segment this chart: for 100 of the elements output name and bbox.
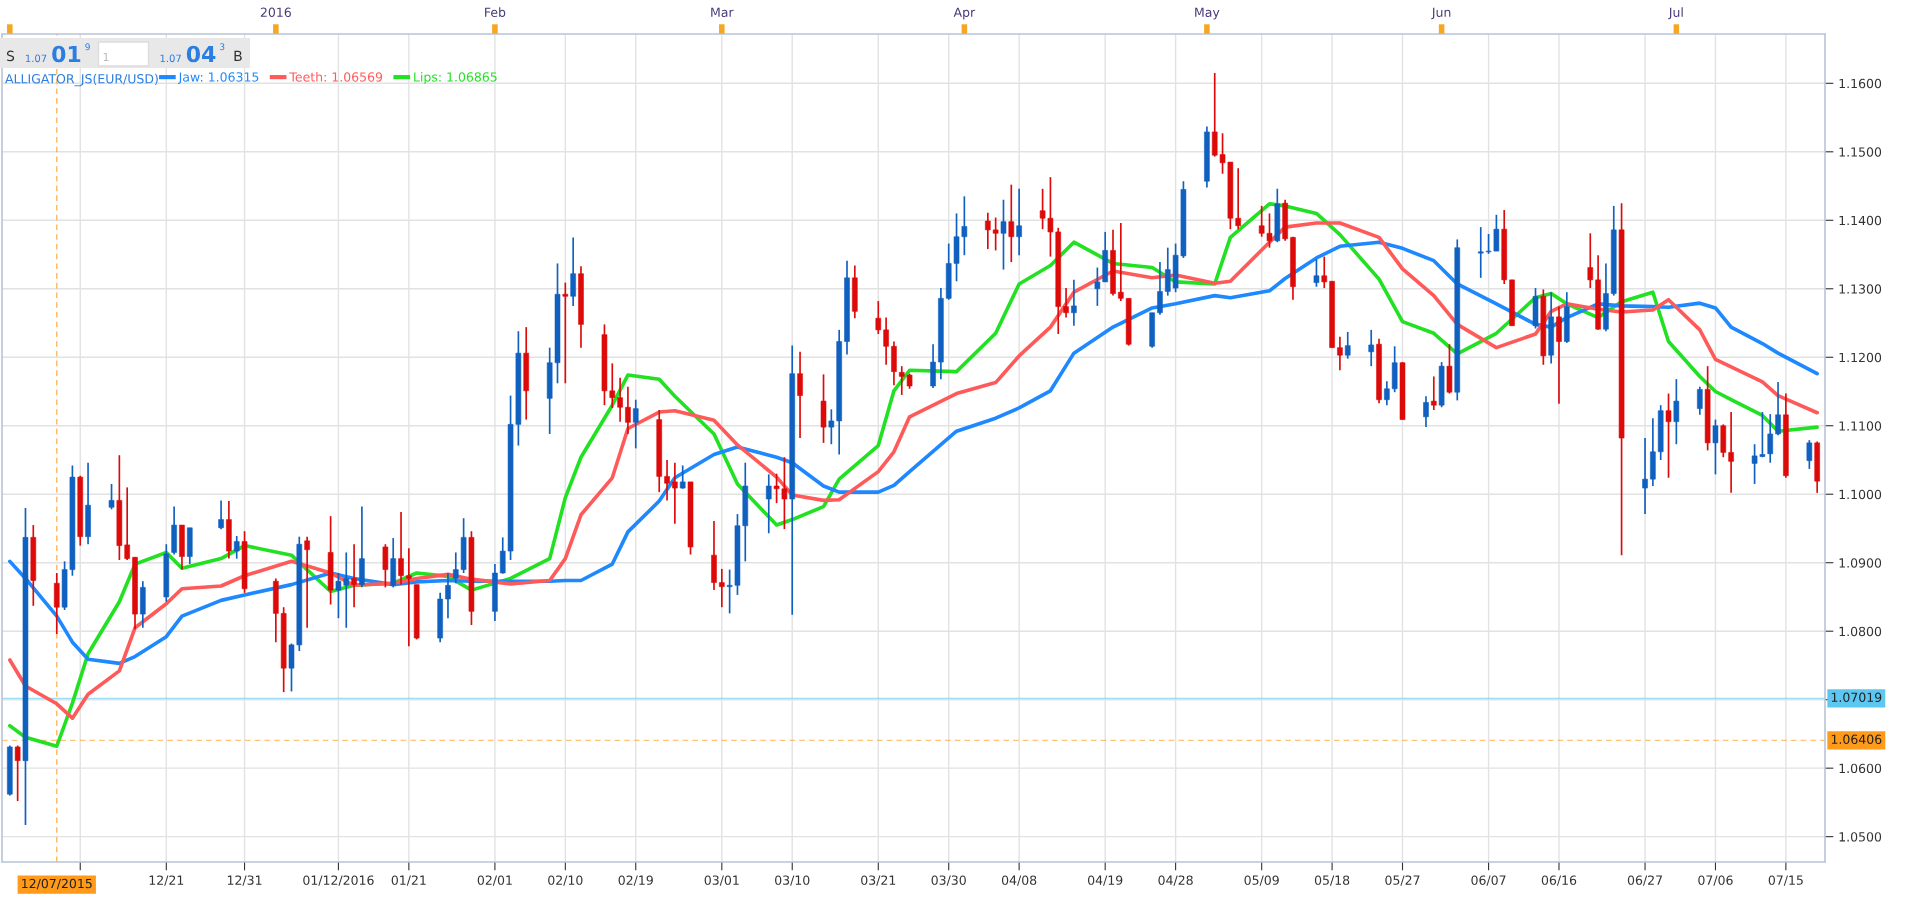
candlestick (875, 300, 882, 335)
ref-line-label: 12/07/2015 (22, 878, 92, 890)
x-tick-label: 07/06 (1698, 875, 1733, 886)
candlestick (1431, 375, 1437, 411)
candlestick (1587, 232, 1594, 289)
candlestick (1767, 413, 1774, 464)
candlestick (1321, 255, 1328, 289)
annotation: 3 (220, 43, 225, 51)
x-tick-label: 05/18 (1314, 875, 1350, 886)
x2-tick-label: Mar (711, 7, 734, 17)
candlestick (632, 398, 639, 450)
candlestick (719, 568, 725, 609)
y-tick-label: 1.0600 (1839, 763, 1882, 774)
y-tick-label: 1.1500 (1839, 147, 1882, 157)
x2-tick-label: May (1195, 7, 1220, 20)
candlestick (883, 316, 889, 366)
x-tick-label: 04/08 (1001, 875, 1037, 886)
candlestick (1423, 395, 1429, 428)
annotation: B (234, 50, 242, 61)
candlestick (406, 547, 412, 648)
candlestick (1337, 335, 1343, 372)
candlestick (382, 543, 389, 589)
x-tick-label: 12/31 (227, 875, 262, 886)
x-tick-label: 04/19 (1088, 875, 1123, 886)
x-tick-label: 03/21 (861, 875, 896, 886)
x-tick-label: 12/21 (149, 875, 184, 886)
text: ALLIGATOR_JS(EUR/USD) (5, 73, 158, 87)
candlestick (930, 343, 936, 389)
x-tick-label: 06/07 (1471, 875, 1506, 886)
candlestick (1016, 187, 1022, 257)
candlestick (1000, 198, 1007, 271)
candlestick (625, 385, 631, 435)
candlestick (1118, 222, 1124, 302)
x-tick-label: 02/10 (548, 875, 583, 886)
x-tick-label: 03/30 (931, 875, 966, 886)
y-tick-label: 1.0500 (1839, 832, 1882, 842)
candlestick (1157, 261, 1163, 316)
candlestick (1712, 418, 1719, 476)
y-tick-label: 1.0800 (1839, 626, 1882, 637)
candlestick (617, 376, 623, 423)
x2-tick-label: 2016 (260, 7, 291, 17)
annotation: S (6, 50, 15, 62)
y-tick-label: 1.1000 (1839, 489, 1882, 500)
y-tick-label: 1.0900 (1839, 558, 1882, 568)
x2-tick-label: Apr (953, 7, 976, 20)
candlestick (562, 281, 569, 385)
y-tick-label: 1.1100 (1839, 421, 1882, 431)
x2-tick-label: Jul (1668, 7, 1683, 20)
annotation: 1 (103, 52, 109, 61)
x-tick-label: 01/12/2016 (303, 875, 374, 886)
candlestick (1673, 378, 1680, 446)
x-tick-label: 06/16 (1541, 875, 1577, 886)
candlestick (445, 572, 451, 620)
candlestick (1063, 287, 1069, 319)
x-tick-label: 02/01 (477, 875, 512, 886)
x-tick-label: 02/19 (618, 875, 653, 886)
candlestick (1642, 437, 1648, 515)
annotation: 9 (85, 43, 90, 51)
candlestick (664, 459, 670, 502)
candlestick (53, 572, 60, 635)
candlestick (1344, 331, 1351, 360)
candlestick (304, 535, 310, 629)
candlestick (218, 499, 224, 530)
candlestick (672, 461, 678, 525)
legend-label: Teeth: 1.06569 (289, 72, 383, 82)
candlestick (1384, 380, 1390, 407)
x-tick-label: 01/21 (391, 875, 426, 886)
ref-line-label: 1.06406 (1831, 734, 1882, 744)
x-tick-label: 05/27 (1385, 875, 1420, 886)
candlestick (1008, 183, 1015, 263)
candlestick (351, 543, 357, 609)
annotation: 1.07 (160, 54, 181, 63)
annotation: 04 (186, 45, 216, 63)
y-tick-label: 1.1400 (1839, 215, 1882, 226)
candlestick (14, 744, 21, 802)
x2-tick-label: Jun (1431, 7, 1451, 20)
candlestick (1775, 381, 1781, 437)
x-tick-label: 03/01 (704, 875, 739, 886)
candlestick (570, 236, 576, 307)
candlestick (1806, 439, 1813, 470)
x-tick-label: 05/09 (1244, 875, 1279, 886)
candlestick (398, 511, 404, 586)
candlestick (1071, 279, 1077, 327)
candlestick (1313, 258, 1320, 288)
legend-label: Lips: 1.06865 (414, 72, 497, 85)
candlestick (1728, 411, 1734, 494)
x-tick-label: 07/15 (1768, 875, 1803, 886)
y-tick-label: 1.1600 (1839, 78, 1882, 89)
candlestick (797, 350, 803, 439)
legend-label: Jaw: 1.06315 (177, 72, 259, 84)
ref-line-label: 1.07019 (1831, 692, 1882, 703)
annotation: 1.07 (25, 54, 47, 63)
x-tick-label: 06/27 (1627, 875, 1662, 886)
candlestick (679, 464, 686, 490)
x-tick-label: 03/10 (775, 875, 810, 886)
annotation: 01 (52, 45, 81, 63)
candlestick (765, 473, 772, 535)
x2-tick-label: Feb (485, 7, 506, 17)
candlestick (1665, 392, 1672, 479)
y-tick-label: 1.1300 (1839, 284, 1882, 294)
